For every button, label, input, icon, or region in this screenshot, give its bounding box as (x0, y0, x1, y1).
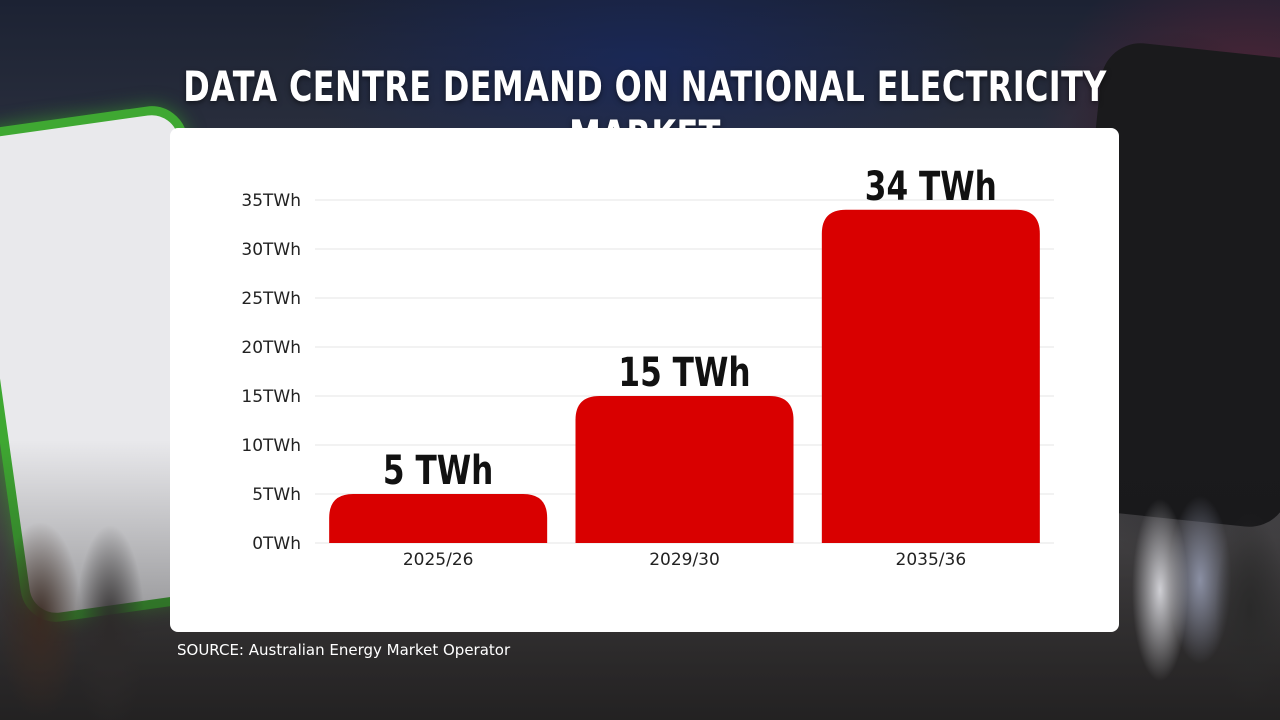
y-tick-label: 10TWh (241, 436, 301, 456)
bar-data-label: 15 TWh (618, 350, 750, 396)
chart-card: 0TWh 5TWh 10TWh 15TWh 20TWh 25TWh 30TWh 35TWh 5 … (170, 128, 1119, 632)
x-tick-label: 2029/30 (649, 550, 720, 570)
y-tick-label: 20TWh (241, 338, 301, 358)
bar (821, 209, 1040, 544)
bar (575, 396, 794, 543)
bar-data-label: 34 TWh (865, 164, 997, 210)
y-tick-label: 5TWh (252, 485, 301, 505)
bar (329, 494, 548, 543)
y-tick-label: 30TWh (241, 240, 301, 260)
bar-data-label: 5 TWh (383, 448, 493, 494)
bar-chart: 0TWh 5TWh 10TWh 15TWh 20TWh 25TWh 30TWh 35TWh 5 … (241, 164, 1054, 570)
y-tick-label: 0TWh (252, 534, 301, 554)
source-note: SOURCE: Australian Energy Market Operato… (177, 641, 511, 659)
y-tick-label: 35TWh (241, 191, 301, 211)
x-tick-label: 2035/36 (896, 550, 967, 570)
y-tick-label: 25TWh (241, 289, 301, 309)
y-tick-label: 15TWh (241, 387, 301, 407)
x-tick-label: 2025/26 (403, 550, 474, 570)
